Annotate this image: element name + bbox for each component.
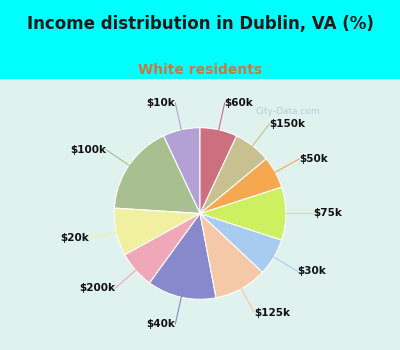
Text: $20k: $20k <box>61 233 90 243</box>
Wedge shape <box>125 214 200 283</box>
Text: $10k: $10k <box>146 98 175 108</box>
Text: $150k: $150k <box>270 119 306 129</box>
Text: $75k: $75k <box>313 209 342 218</box>
Wedge shape <box>114 208 200 255</box>
Text: $100k: $100k <box>70 145 106 155</box>
Wedge shape <box>164 128 200 214</box>
Text: $40k: $40k <box>146 319 175 329</box>
Text: $50k: $50k <box>299 154 328 164</box>
Wedge shape <box>114 136 200 214</box>
Text: $200k: $200k <box>79 284 115 293</box>
Wedge shape <box>200 187 286 240</box>
Text: $30k: $30k <box>298 266 326 276</box>
Wedge shape <box>200 128 236 214</box>
Wedge shape <box>200 136 266 214</box>
Text: Income distribution in Dublin, VA (%): Income distribution in Dublin, VA (%) <box>26 15 374 34</box>
Text: City-Data.com: City-Data.com <box>256 107 320 116</box>
Text: $60k: $60k <box>225 98 254 108</box>
Text: $125k: $125k <box>254 308 290 318</box>
Wedge shape <box>200 159 282 214</box>
Text: White residents: White residents <box>138 63 262 77</box>
Wedge shape <box>150 214 216 299</box>
Wedge shape <box>200 214 262 298</box>
Wedge shape <box>200 214 282 272</box>
